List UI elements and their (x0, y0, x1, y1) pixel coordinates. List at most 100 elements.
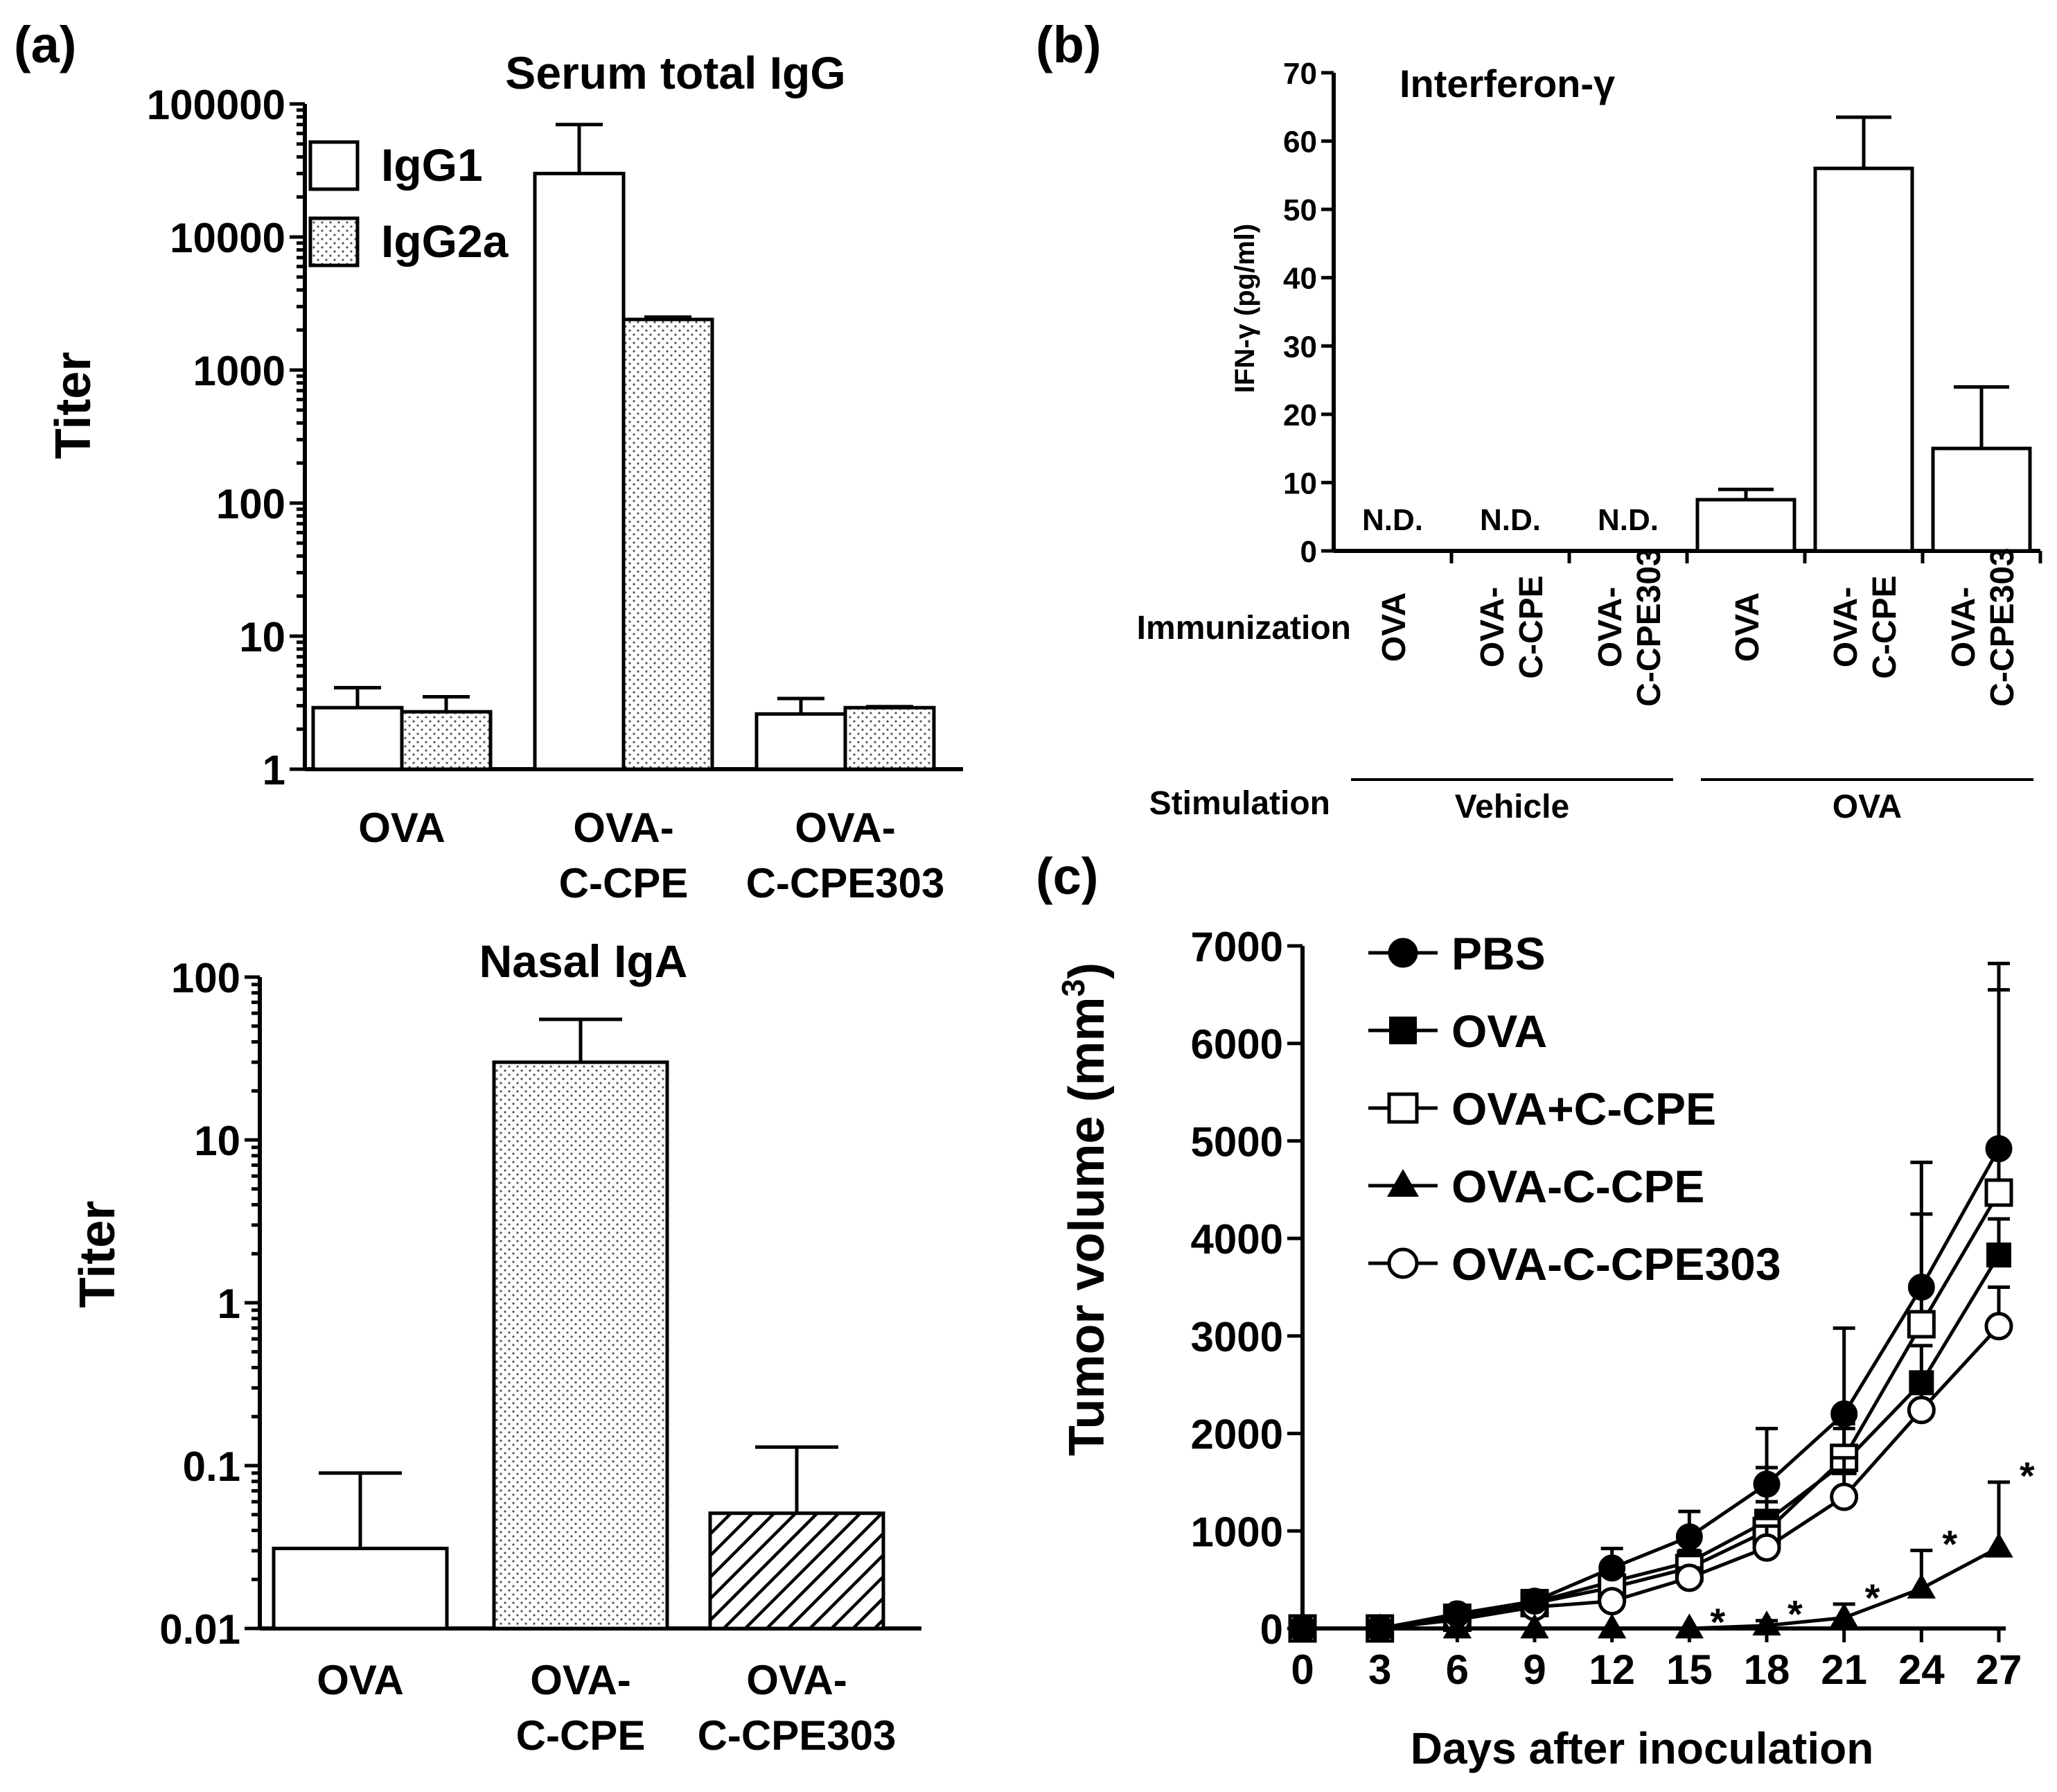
tumor-xtick-label-3: 9 (1523, 1646, 1546, 1693)
tumor-xtick-label-0: 0 (1291, 1646, 1314, 1693)
tumor-point-4-6 (1752, 1533, 1781, 1562)
serum-title: Serum total IgG (505, 47, 845, 98)
panel-label-b: (b) (1036, 16, 1102, 73)
serum-legend-label-0: IgG1 (381, 139, 483, 191)
nasal-bar-2 (708, 1511, 885, 1631)
tumor-xtick-label-8: 24 (1898, 1646, 1945, 1693)
ifn-bar-4 (1813, 166, 1914, 553)
tumor-significance-4: * (2020, 1454, 2035, 1497)
ifn-bar-3 (1695, 498, 1796, 553)
panel-label-c: (c) (1036, 847, 1098, 905)
serum-category-2-line-1: C-CPE303 (746, 860, 945, 906)
tumor-ytick-label-6: 6000 (1191, 1021, 1283, 1068)
tumor-legend-marker-0 (1388, 938, 1418, 968)
tumor-legend-marker-1 (1389, 1017, 1417, 1044)
ifn-immunization-5-line-0: OVA- (1945, 587, 1982, 667)
serum-category-0-line-0: OVA (358, 805, 445, 851)
tumor-point-1-9 (1986, 1242, 2011, 1268)
serum-ytick-label-1: 10 (239, 614, 285, 660)
tumor-line-ova-c-cpe303 (1303, 1325, 2000, 1631)
nasal-category-2-line-1: C-CPE303 (698, 1712, 897, 1759)
tumor-point-0-8 (1907, 1274, 1935, 1301)
tumor-point-3-3 (1520, 1613, 1549, 1639)
nasal-ytick-label-1: 0.1 (183, 1443, 240, 1490)
tumor-legend-label-3: OVA-C-CPE (1451, 1161, 1704, 1212)
ifn-ylabel: IFN-γ (pg/ml) (1230, 224, 1260, 393)
tumor-point-3-8 (1907, 1573, 1936, 1599)
tumor-point-0-4 (1598, 1554, 1626, 1582)
tumor-xtick-label-6: 18 (1744, 1646, 1790, 1693)
tumor-xtick-label-1: 3 (1368, 1646, 1391, 1693)
serum-ytick-label-4: 10000 (170, 215, 285, 261)
serum-bar-igg2a-1 (621, 317, 714, 771)
ifn-nd-label-1: N.D. (1480, 503, 1541, 537)
ifn-immunization-0-line-0: OVA (1376, 592, 1413, 662)
nasal-ytick-label-0: 0.01 (159, 1606, 240, 1653)
ifn-immunization-2-line-0: OVA- (1592, 587, 1629, 667)
ifn-nd-label-0: N.D. (1362, 503, 1423, 537)
tumor-legend-label-2: OVA+C-CPE (1451, 1083, 1716, 1134)
tumor-series-ova-c-cpe303 (1288, 1285, 2013, 1643)
ifn-immunization-2: OVA- C-CPE303 (1592, 547, 1668, 706)
tumor-point-3-4 (1597, 1613, 1627, 1639)
ifn-ytick-label-6: 60 (1283, 125, 1317, 159)
nasal-ytick-label-2: 1 (218, 1281, 240, 1327)
tumor-point-0-5 (1675, 1523, 1703, 1551)
tumor-significance-3: * (1942, 1522, 1957, 1565)
serum-ytick-label-3: 1000 (193, 348, 285, 394)
tumor-significance-1: * (1787, 1592, 1803, 1636)
tumor-xtick-label-4: 12 (1589, 1646, 1635, 1693)
nasal-bar-1 (492, 1060, 669, 1631)
ifn-ytick-label-2: 20 (1283, 398, 1317, 432)
ifn-immunization-5: OVA- C-CPE303 (1945, 547, 2021, 706)
tumor-line-pbs (1303, 1148, 2001, 1631)
ifn-ytick-label-4: 40 (1283, 262, 1317, 296)
tumor-point-2-9 (1984, 1178, 2013, 1207)
serum-ytick-label-5: 100000 (147, 82, 285, 128)
tumor-point-3-5 (1675, 1613, 1704, 1639)
tumor-legend-label-0: PBS (1451, 928, 1546, 979)
tumor-xtick-label-2: 6 (1446, 1646, 1469, 1693)
tumor-ytick-label-0: 0 (1260, 1606, 1283, 1653)
tumor-point-0-3 (1521, 1588, 1548, 1615)
tumor-xtick-label-7: 21 (1821, 1646, 1867, 1693)
serum-ylabel: Titer (46, 352, 101, 459)
tumor-legend-marker-2 (1387, 1092, 1419, 1124)
tumor-xlabel: Days after inoculation (1411, 1723, 1874, 1773)
nasal-category-1-line-1: C-CPE (516, 1712, 646, 1759)
tumor-point-0-6 (1753, 1470, 1781, 1498)
ifn-immunization-2-line-1: C-CPE303 (1631, 547, 1668, 706)
nasal-bar-0 (272, 1547, 449, 1631)
tumor-ytick-label-3: 3000 (1191, 1314, 1283, 1360)
ifn-stim-label-1: OVA (1833, 789, 1902, 825)
tumor-point-0-9 (1985, 1135, 2013, 1163)
serum-bar-igg1-1 (533, 171, 626, 771)
ifn-ytick-label-1: 10 (1283, 466, 1317, 500)
serum-bar-igg2a-2 (843, 705, 936, 771)
serum-legend-label-1: IgG2a (381, 216, 509, 267)
tumor-xtick-label-9: 27 (1976, 1646, 2022, 1693)
nasal-ytick-label-3: 10 (194, 1118, 240, 1164)
tumor-point-0-7 (1830, 1400, 1858, 1428)
serum-category-1-line-1: C-CPE (559, 860, 689, 906)
ifn-ytick-label-3: 30 (1283, 330, 1317, 364)
serum-ytick-label-2: 100 (216, 481, 285, 527)
ifn-immunization-4-line-1: C-CPE (1866, 575, 1903, 678)
ifn-stimulation-label: Stimulation (1149, 785, 1330, 822)
ifn-immunization-1-line-0: OVA- (1474, 587, 1511, 667)
serum-chart: 1 10 100 1000 10000 100000 OVA OVA- C-CPE OVA- C-C… (147, 82, 963, 906)
tumor-series-pbs (1289, 961, 2013, 1642)
serum-category-1-line-0: OVA- (573, 805, 674, 851)
nasal-category-1-line-0: OVA- (530, 1657, 631, 1703)
ifn-immunization-3: OVA (1729, 592, 1766, 662)
tumor-point-4-7 (1830, 1482, 1859, 1511)
panel-label-a: (a) (14, 16, 76, 73)
tumor-significance-2: * (1865, 1576, 1880, 1619)
tumor-point-3-7 (1829, 1602, 1859, 1628)
ifn-immunization-0: OVA (1376, 592, 1413, 662)
tumor-line-ova-c-cpe (1303, 1545, 2000, 1631)
ifn-ytick-label-5: 50 (1283, 193, 1317, 227)
tumor-series-ova-c-cpe (1288, 1480, 2013, 1639)
ifn-immunization-4-line-0: OVA- (1828, 587, 1864, 667)
